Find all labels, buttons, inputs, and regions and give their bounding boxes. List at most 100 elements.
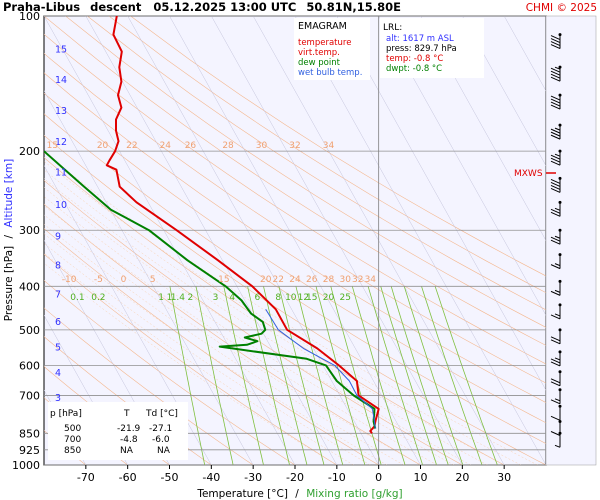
y-axis-label: Pressure [hPa]	[3, 246, 15, 321]
wind-barb-feather	[550, 41, 561, 47]
theta-label: 28	[222, 141, 234, 151]
theta-label: 32	[352, 275, 363, 285]
wind-barb-dot	[558, 279, 562, 283]
x-tick-label: -70	[77, 471, 95, 484]
wind-barb-feather	[550, 44, 561, 50]
x-tick-label: 20	[455, 471, 469, 484]
pressure-tick-label: 100	[19, 10, 40, 23]
wind-barb-feather	[550, 415, 561, 421]
pressure-tick-label: 200	[19, 145, 40, 158]
theta-label: 22	[273, 275, 284, 285]
diagonal-grid-line	[44, 314, 128, 465]
theta-label: 26	[306, 275, 318, 285]
altitude-tick-label: 8	[55, 261, 61, 272]
dry-adiabat-line	[130, 16, 546, 277]
table-cell: 850	[64, 446, 81, 456]
wind-barb-feather	[550, 431, 561, 436]
diagonal-grid-line	[211, 16, 463, 465]
wind-barb	[550, 279, 562, 296]
pressure-tick-label: 300	[19, 224, 40, 237]
moist-adiabat-line	[44, 160, 522, 465]
wind-barb-feather	[550, 38, 561, 44]
lrl-temp: temp: -0.8 °C	[386, 54, 443, 64]
wind-barb-feather	[550, 314, 561, 320]
level-table: p [hPa] T Td [°C] 500 -21.9 -27.1 700 -4…	[48, 402, 188, 460]
wind-barb	[550, 388, 562, 405]
theta-label: 15	[47, 141, 58, 151]
mixing-ratio-label: 2	[188, 293, 194, 303]
theta-label: 34	[323, 141, 335, 151]
wind-barb-feather	[550, 378, 561, 384]
altitude-tick-label: 11	[55, 168, 67, 179]
wind-barb-feather	[550, 361, 561, 367]
wind-barb-dot	[558, 149, 562, 153]
altitude-tick-label: 9	[55, 231, 61, 242]
wind-barb-feather	[550, 128, 561, 134]
theta-label: -5	[94, 275, 103, 285]
wind-barb-feather	[550, 157, 561, 163]
altitude-tick-label: 15	[55, 44, 67, 55]
wind-barb-half-feather	[554, 444, 561, 448]
mixing-ratio-label: 3	[213, 293, 219, 303]
theta-label: -10	[62, 275, 77, 285]
wind-barb	[550, 328, 562, 345]
dry-adiabat-line	[87, 16, 546, 311]
table-cell: NA	[120, 446, 134, 456]
y-axis-label-2: Altitude [km]	[3, 159, 15, 228]
table-cell: -6.0	[152, 435, 170, 445]
altitude-tick-label: 4	[55, 368, 61, 379]
mixing-ratio-label: 10	[285, 293, 297, 303]
lrl-dwpt: dwpt: -0.8 °C	[386, 64, 442, 74]
diagonal-grid-line	[378, 16, 546, 316]
x-tick-label: -30	[244, 471, 262, 484]
wind-barb-dot	[558, 65, 562, 69]
wind-barb-feather	[550, 134, 561, 140]
wind-barb-feather	[550, 184, 561, 190]
wind-barb-feather	[550, 290, 561, 296]
wind-barb-half-feather	[554, 289, 561, 293]
wind-barb	[550, 65, 562, 82]
moist-adiabat-line	[44, 178, 488, 465]
copyright-label: CHMI © 2025	[526, 2, 597, 14]
table-header-p: p [hPa]	[50, 409, 82, 419]
table-cell: 500	[64, 424, 81, 434]
wind-barb-feather	[550, 104, 561, 110]
wind-barb	[550, 350, 562, 367]
wind-barb	[550, 33, 562, 50]
wind-barb-dot	[558, 328, 562, 332]
theta-label: 26	[185, 141, 197, 151]
series-line-1	[44, 150, 377, 429]
wind-barb-feather	[550, 181, 561, 187]
wind-barb-feather	[550, 336, 561, 342]
wind-barb-feather	[550, 70, 561, 76]
theta-label: 32	[289, 141, 300, 151]
x-axis-separator: /	[295, 488, 299, 500]
theta-label: 20	[260, 275, 272, 285]
wind-barb-dot	[558, 176, 562, 180]
wind-barb-half-feather	[554, 313, 561, 317]
wind-barbs	[550, 33, 562, 448]
altitude-tick-label: 13	[55, 106, 67, 117]
wind-barb-dot	[558, 419, 562, 423]
diagonal-grid-line	[420, 16, 546, 242]
table-cell: NA	[157, 446, 171, 456]
theta-label: 24	[289, 275, 301, 285]
svg-text:Praha-Libus descent: Praha-Libus descent 05.12.2025 13:00 UTC…	[3, 0, 401, 14]
wind-barb-half-feather	[554, 153, 561, 157]
diagonal-grid-line	[85, 16, 338, 465]
wind-barb-feather	[550, 187, 561, 193]
wind-barb-dot	[558, 123, 562, 127]
x-tick-label: 10	[414, 471, 428, 484]
station-coords: 50.81N,15.80E	[306, 0, 401, 14]
mixing-ratio-label: 25	[339, 293, 350, 303]
wind-barb-dot	[558, 303, 562, 307]
dry-adiabat-line	[44, 72, 546, 403]
x-tick-label: -50	[161, 471, 179, 484]
wind-barb-feather	[550, 236, 561, 242]
wind-barb-dot	[558, 33, 562, 37]
wind-barb-feather	[550, 95, 561, 101]
lrl-alt: alt: 1617 m ASL	[386, 34, 454, 44]
pressure-tick-label: 1000	[12, 459, 40, 472]
wind-barb	[550, 123, 562, 140]
